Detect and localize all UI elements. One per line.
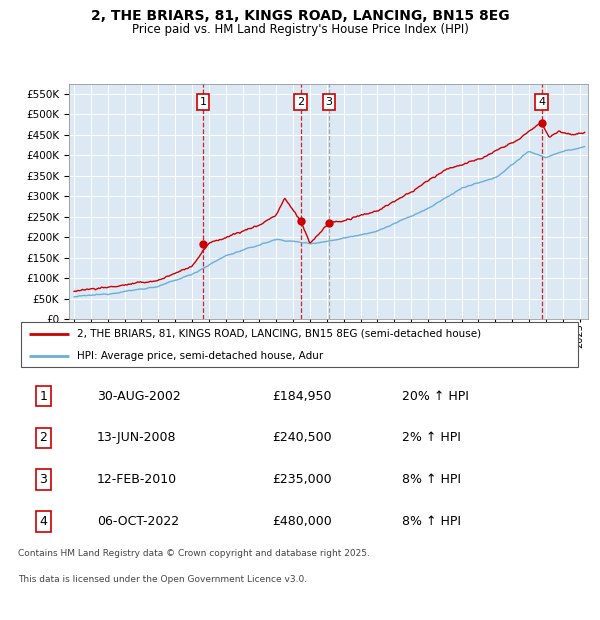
Text: Price paid vs. HM Land Registry's House Price Index (HPI): Price paid vs. HM Land Registry's House … (131, 23, 469, 36)
Text: 4: 4 (538, 97, 545, 107)
Text: 2: 2 (40, 432, 47, 445)
Text: 2, THE BRIARS, 81, KINGS ROAD, LANCING, BN15 8EG: 2, THE BRIARS, 81, KINGS ROAD, LANCING, … (91, 9, 509, 24)
Text: 20% ↑ HPI: 20% ↑ HPI (401, 389, 469, 402)
Text: £480,000: £480,000 (272, 515, 332, 528)
Text: 30-AUG-2002: 30-AUG-2002 (97, 389, 181, 402)
Text: 2: 2 (297, 97, 304, 107)
Text: 2, THE BRIARS, 81, KINGS ROAD, LANCING, BN15 8EG (semi-detached house): 2, THE BRIARS, 81, KINGS ROAD, LANCING, … (77, 329, 481, 339)
FancyBboxPatch shape (21, 322, 578, 367)
Text: HPI: Average price, semi-detached house, Adur: HPI: Average price, semi-detached house,… (77, 351, 323, 361)
Text: 12-FEB-2010: 12-FEB-2010 (97, 473, 177, 486)
Text: 3: 3 (325, 97, 332, 107)
Text: 1: 1 (40, 389, 47, 402)
Text: Contains HM Land Registry data © Crown copyright and database right 2025.: Contains HM Land Registry data © Crown c… (18, 549, 370, 558)
Text: 8% ↑ HPI: 8% ↑ HPI (401, 515, 461, 528)
Text: £235,000: £235,000 (272, 473, 331, 486)
Text: 2% ↑ HPI: 2% ↑ HPI (401, 432, 460, 445)
Text: £240,500: £240,500 (272, 432, 331, 445)
Text: This data is licensed under the Open Government Licence v3.0.: This data is licensed under the Open Gov… (18, 575, 307, 585)
Text: 3: 3 (40, 473, 47, 486)
Text: 8% ↑ HPI: 8% ↑ HPI (401, 473, 461, 486)
Text: £184,950: £184,950 (272, 389, 331, 402)
Text: 06-OCT-2022: 06-OCT-2022 (97, 515, 179, 528)
Text: 13-JUN-2008: 13-JUN-2008 (97, 432, 176, 445)
Text: 1: 1 (200, 97, 206, 107)
Text: 4: 4 (40, 515, 47, 528)
